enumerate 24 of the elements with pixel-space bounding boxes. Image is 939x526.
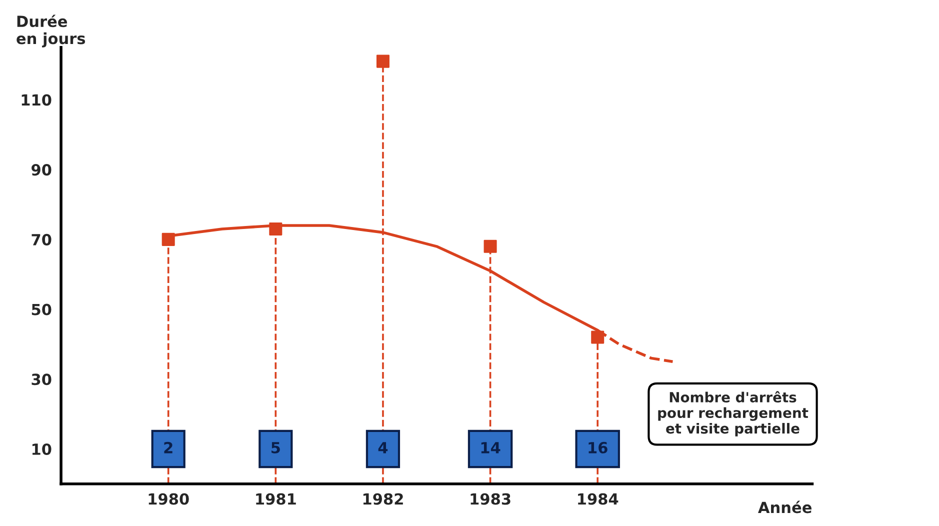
x-tick-label: 1980 — [148, 493, 189, 505]
y-tick-label: 10 — [32, 443, 52, 456]
point — [484, 240, 497, 253]
x-axis-title: Année — [758, 500, 812, 514]
y-tick-label: 70 — [32, 234, 52, 246]
y-tick-label: 90 — [32, 164, 52, 176]
point — [162, 232, 175, 246]
annotation: 5 — [272, 442, 280, 454]
point — [591, 330, 604, 344]
x-tick-label: 1983 — [470, 493, 510, 505]
x-tick-label: 1981 — [256, 493, 296, 505]
annotation: Nombre d'arrêts pour rechargement et visite partielle — [658, 391, 808, 436]
y-tick-label: 50 — [32, 304, 52, 316]
annotation: 2 — [164, 442, 172, 454]
annotation: 14 — [481, 442, 500, 454]
point — [269, 222, 282, 236]
x-tick-label: 1982 — [363, 493, 403, 505]
y-axis-title: Durée en jours — [16, 14, 86, 48]
annotation: 16 — [588, 442, 608, 454]
y-tick-label: 110 — [22, 94, 52, 106]
x-tick-label: 1984 — [578, 493, 618, 505]
y-tick-label: 30 — [32, 374, 52, 386]
annotation: 4 — [378, 442, 388, 454]
point — [376, 54, 390, 68]
